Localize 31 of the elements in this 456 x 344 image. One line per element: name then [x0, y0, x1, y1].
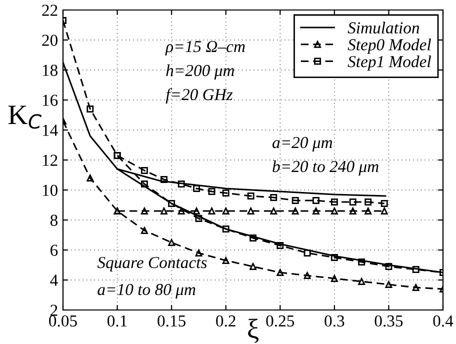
x-tick-label: 0.1	[108, 315, 127, 327]
y-tick-label: 4	[50, 274, 58, 286]
annotation: Square Contacts	[97, 256, 207, 272]
x-tick-label: 0.4	[433, 315, 454, 327]
x-tick-label: 0.2	[216, 315, 236, 327]
x-tick-label: 0.3	[324, 315, 344, 327]
x-axis-title: ξ	[248, 318, 259, 344]
x-tick-label: 0.15	[158, 315, 186, 327]
y-tick-label: 20	[42, 34, 58, 46]
x-tick-label: 0.35	[374, 315, 403, 327]
legend-label: Step1 Model	[348, 56, 431, 71]
annotation: ρ=15 Ω–cm	[165, 40, 245, 56]
legend-label: Simulation	[348, 22, 420, 34]
y-tick-label: 18	[42, 64, 58, 76]
annotation: h=200 μm	[166, 64, 234, 80]
x-tick-label: 0.05	[49, 315, 77, 327]
y-tick-label: 16	[42, 94, 58, 106]
y-tick-label: 10	[42, 184, 58, 196]
y-tick-label: 22	[42, 4, 58, 16]
annotation: a=10 to 80 μm	[98, 284, 196, 299]
y-axis-title: K$_{C}$	[8, 106, 42, 129]
x-tick-label: 0.25	[266, 315, 294, 327]
annotation: a=20 μm	[272, 136, 332, 152]
legend-label: Step0 Model	[348, 38, 431, 54]
annotation: f=20 GHz	[166, 88, 233, 104]
y-tick-label: 12	[42, 154, 58, 166]
annotation: b=20 to 240 μm	[272, 160, 378, 176]
y-tick-label: 14	[42, 124, 58, 136]
y-tick-label: 8	[50, 214, 58, 226]
y-tick-label: 6	[50, 244, 58, 256]
y-tick-label: 2	[50, 304, 58, 316]
